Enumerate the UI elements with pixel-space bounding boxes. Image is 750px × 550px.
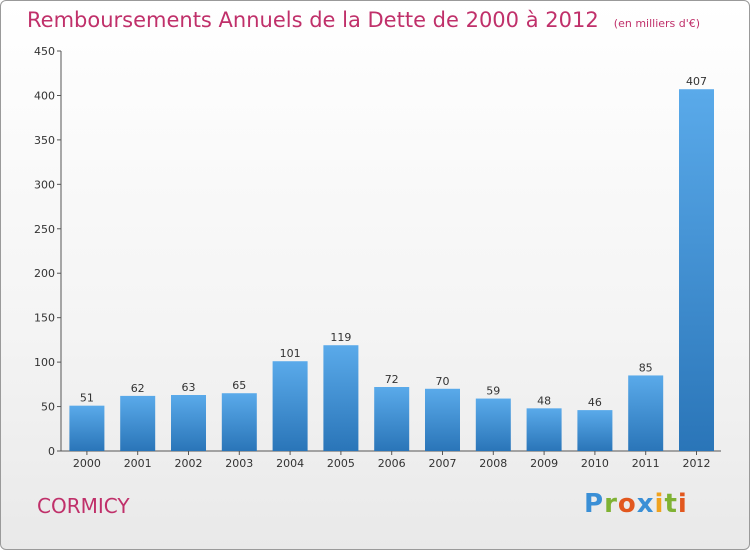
x-tick-label: 2012	[683, 457, 711, 470]
data-label: 407	[686, 75, 707, 88]
y-tick-label: 100	[34, 356, 55, 369]
y-tick-label: 200	[34, 267, 55, 280]
x-tick-label: 2008	[479, 457, 507, 470]
bar	[120, 395, 156, 451]
chart-subtitle: (en milliers d'€)	[613, 17, 701, 30]
bar	[679, 89, 714, 451]
x-tick-label: 2000	[73, 457, 101, 470]
x-tick-label: 2001	[124, 457, 152, 470]
bar	[475, 398, 511, 451]
x-tick-label: 2003	[225, 457, 253, 470]
x-tick-label: 2005	[327, 457, 355, 470]
data-label: 72	[385, 373, 399, 386]
x-tick-label: 2009	[530, 457, 558, 470]
bar	[221, 393, 257, 451]
logo-letter: r	[604, 489, 618, 519]
x-tick-label: 2004	[276, 457, 304, 470]
bars	[69, 89, 714, 451]
x-tick-label: 2006	[378, 457, 406, 470]
logo-letter: o	[617, 489, 637, 519]
data-label: 85	[639, 361, 653, 374]
data-label: 70	[436, 375, 450, 388]
logo-letter: i	[654, 489, 665, 519]
logo-letter: i	[677, 489, 688, 519]
commune-name: CORMICY	[37, 494, 130, 518]
logo-letter: P	[584, 489, 605, 519]
bar	[374, 387, 410, 451]
x-tick-label: 2007	[429, 457, 457, 470]
data-label: 65	[232, 379, 246, 392]
bar	[577, 410, 613, 451]
chart-title-block: Remboursements Annuels de la Dette de 20…	[27, 8, 700, 32]
y-tick-label: 400	[34, 89, 55, 102]
data-label: 101	[280, 347, 301, 360]
logo-letter: t	[664, 489, 678, 519]
proxiti-logo: Proxiti	[584, 489, 688, 519]
data-label: 62	[131, 382, 145, 395]
y-tick-label: 350	[34, 134, 55, 147]
data-label: 119	[330, 331, 351, 344]
chart-title: Remboursements Annuels de la Dette de 20…	[27, 8, 599, 32]
x-tick-label: 2011	[632, 457, 660, 470]
data-label: 51	[80, 392, 94, 405]
bar	[526, 408, 562, 451]
y-tick-label: 300	[34, 178, 55, 191]
data-label: 63	[182, 381, 196, 394]
labels: 0 50 100 150 200 250 300 350 400 450 2000 51 2001 62 2…	[34, 45, 711, 470]
y-tick-label: 250	[34, 223, 55, 236]
bar	[272, 361, 308, 451]
logo-letter: x	[636, 489, 655, 519]
bar	[628, 375, 664, 451]
y-tick-label: 50	[41, 401, 55, 414]
bar	[425, 388, 460, 451]
bar	[323, 345, 359, 451]
y-tick-label: 450	[34, 45, 55, 58]
y-tick-label: 0	[48, 445, 55, 458]
data-label: 46	[588, 396, 602, 409]
bar	[171, 395, 206, 451]
bar	[69, 405, 105, 451]
data-label: 48	[537, 394, 551, 407]
x-tick-label: 2010	[581, 457, 609, 470]
data-label: 59	[486, 385, 500, 398]
y-tick-label: 150	[34, 312, 55, 325]
x-tick-label: 2002	[175, 457, 203, 470]
